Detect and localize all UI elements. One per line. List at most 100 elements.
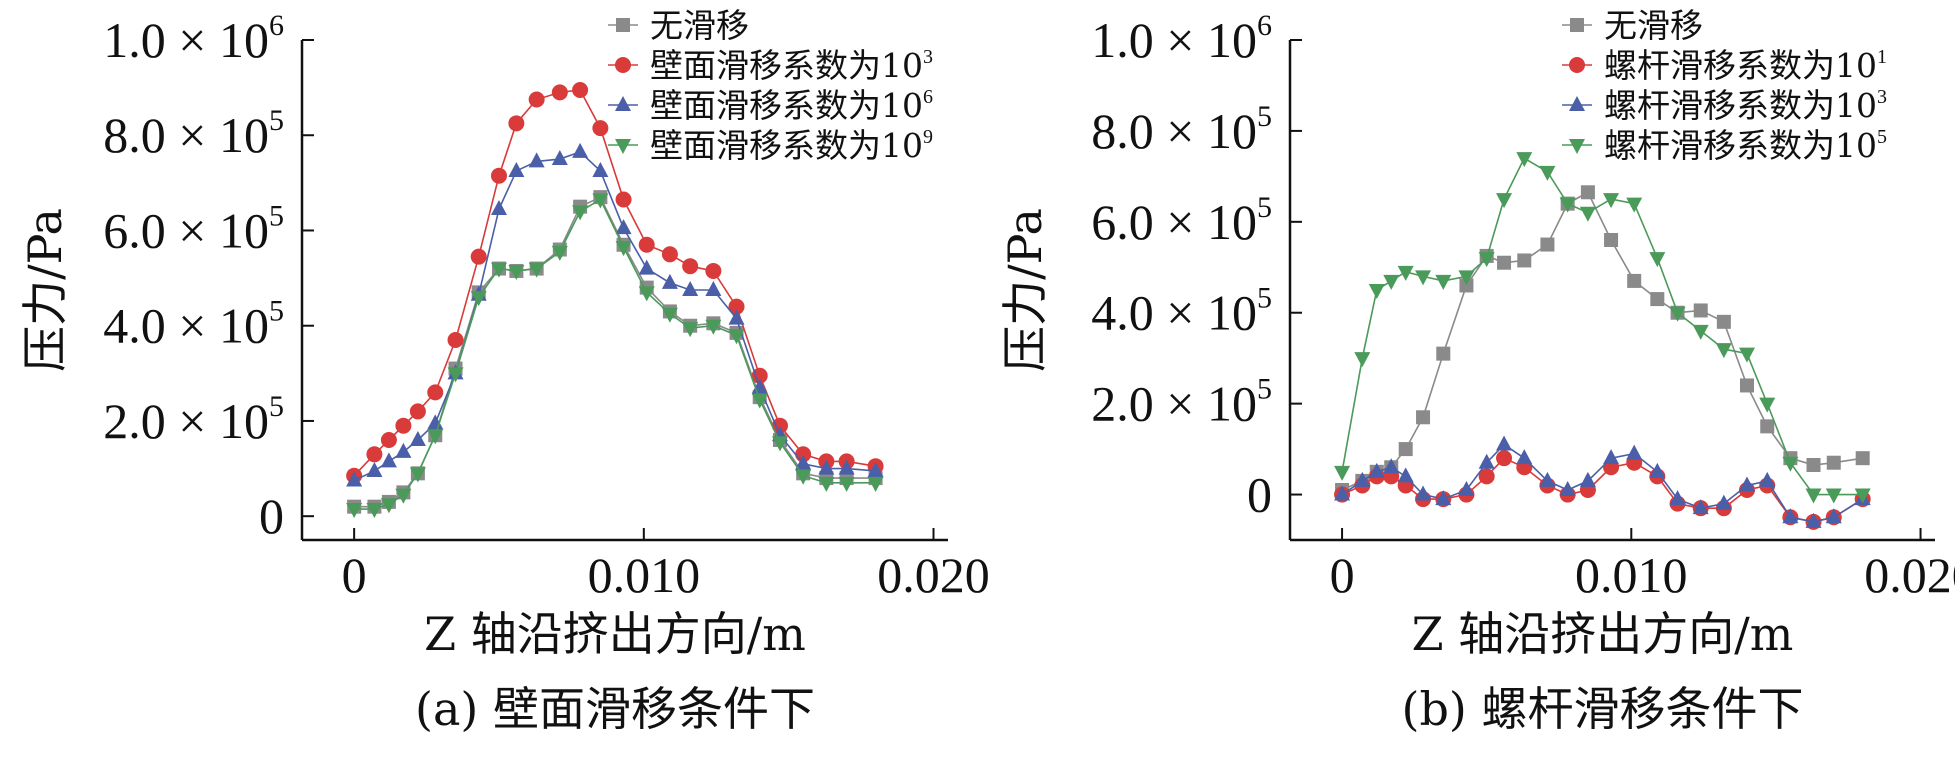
y-tick-label: 6.0 × 105 (103, 199, 284, 258)
data-point (409, 467, 426, 483)
legend-label: 螺杆滑移系数为103 (1604, 86, 1887, 125)
data-point (447, 332, 464, 348)
data-point (395, 488, 412, 504)
data-point (838, 459, 855, 475)
data-point (427, 429, 444, 445)
data-point (818, 459, 835, 475)
legend-entry: 壁面滑移系数为109 (608, 126, 933, 165)
data-point (867, 476, 884, 492)
data-point (1627, 273, 1642, 288)
data-point (1368, 284, 1385, 299)
y-tick-label: 0 (259, 488, 284, 544)
data-point (661, 246, 678, 263)
data-point (661, 307, 678, 323)
data-point (1539, 471, 1556, 487)
data-point (1716, 314, 1731, 329)
data-point (346, 503, 363, 519)
data-point (1759, 471, 1776, 487)
data-point (638, 259, 655, 275)
series-3 (346, 193, 884, 519)
data-point (1580, 185, 1595, 200)
data-point (427, 384, 444, 401)
data-point (1826, 455, 1841, 470)
y-tick-label: 4.0 × 105 (103, 295, 284, 354)
data-point (1496, 450, 1513, 467)
y-axis-title: 压力/Pa (18, 208, 72, 372)
data-point (1805, 488, 1822, 504)
data-point (661, 273, 678, 289)
data-point (409, 431, 426, 446)
data-point (551, 84, 568, 101)
x-tick-label: 0 (342, 547, 367, 603)
legend-label: 螺杆滑移系数为105 (1604, 126, 1887, 165)
legend-entry: 螺杆滑移系数为101 (1562, 46, 1887, 85)
series-line (354, 198, 876, 510)
legend-marker (1569, 139, 1585, 154)
data-point (1354, 471, 1371, 487)
data-point (771, 436, 788, 452)
data-point (682, 258, 699, 275)
x-axis-title: Z 轴沿挤出方向/m (424, 607, 806, 661)
data-point (380, 452, 397, 468)
data-point (1669, 306, 1686, 322)
x-tick-label: 0.010 (1575, 547, 1688, 603)
data-point (1759, 397, 1776, 413)
data-point (395, 442, 412, 458)
data-point (1540, 237, 1555, 252)
data-point (1368, 462, 1385, 478)
data-point (1539, 165, 1556, 181)
data-point (1739, 378, 1754, 393)
data-point (1579, 471, 1596, 487)
data-point (1435, 274, 1452, 290)
data-point (615, 241, 632, 257)
data-point (366, 503, 383, 519)
data-point (470, 291, 487, 307)
data-point (592, 161, 609, 177)
legend-label: 无滑移 (650, 6, 749, 45)
data-point (366, 461, 383, 477)
data-point (1626, 444, 1643, 460)
data-point (1738, 347, 1755, 363)
y-tick-label: 1.0 × 106 (1091, 9, 1272, 68)
data-point (1806, 458, 1821, 472)
data-point (867, 461, 884, 477)
series-0 (1335, 185, 1870, 497)
data-point (1415, 485, 1432, 501)
data-point (490, 167, 507, 184)
data-point (1415, 270, 1432, 286)
data-point (409, 403, 426, 420)
data-point (508, 264, 525, 280)
data-point (551, 150, 568, 166)
data-point (470, 248, 487, 265)
data-point (551, 245, 568, 261)
data-point (1650, 292, 1665, 307)
series-line (1341, 191, 1863, 491)
data-point (380, 498, 397, 514)
legend-label: 壁面滑移系数为109 (650, 126, 933, 165)
data-point (638, 236, 655, 253)
data-point (1516, 152, 1533, 168)
y-tick-label: 2.0 × 105 (103, 390, 284, 449)
data-point (508, 161, 525, 177)
data-point (1459, 278, 1474, 293)
data-point (638, 286, 655, 302)
x-tick-label: 0.020 (1864, 547, 1955, 603)
y-tick-label: 0 (1247, 467, 1272, 523)
data-point (1603, 193, 1620, 209)
data-point (1383, 458, 1400, 474)
data-point (1805, 512, 1822, 528)
data-point (771, 417, 788, 434)
data-point (1435, 490, 1452, 506)
x-tick-label: 0.020 (877, 547, 990, 603)
data-point (1478, 468, 1495, 485)
x-tick-label: 0 (1330, 547, 1355, 603)
data-point (1760, 419, 1775, 434)
legend-entry: 无滑移 (608, 6, 749, 45)
data-point (1825, 488, 1842, 504)
legend-marker (616, 18, 630, 32)
data-point (751, 367, 768, 384)
data-point (490, 262, 507, 278)
data-point (1715, 343, 1732, 359)
legend-entry: 壁面滑移系数为103 (608, 46, 933, 85)
